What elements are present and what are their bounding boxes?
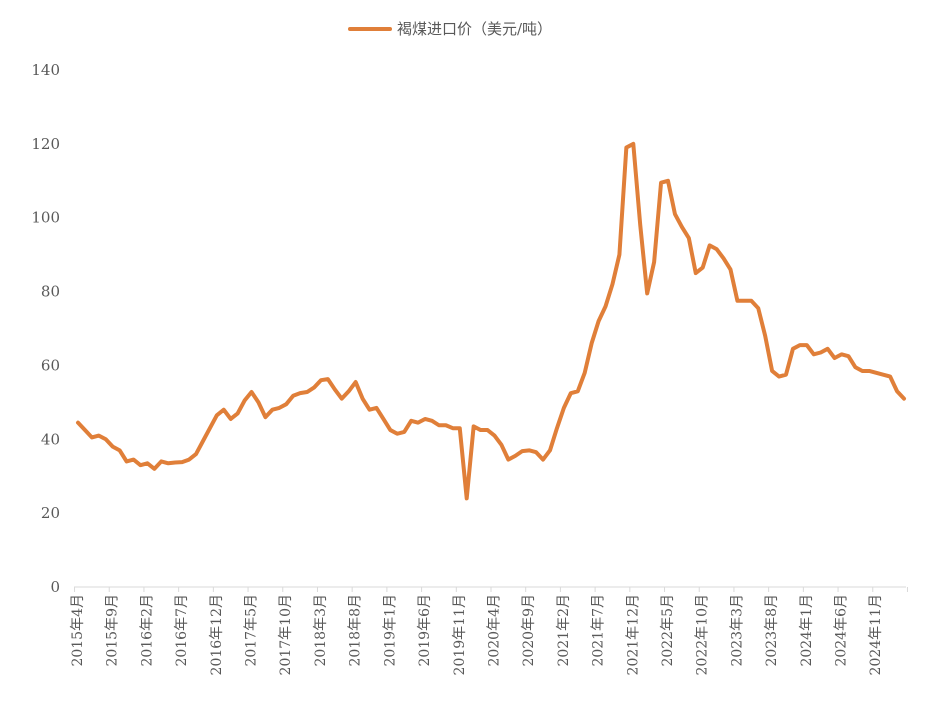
- x-tick-label: 2021年7月: [591, 594, 607, 667]
- x-tick-label: 2021年12月: [625, 594, 641, 675]
- x-tick-label: 2017年10月: [278, 594, 294, 675]
- y-tick-label: 120: [31, 135, 60, 153]
- y-tick-label: 140: [31, 61, 60, 79]
- y-tick-label: 100: [31, 209, 60, 227]
- x-tick-label: 2015年4月: [70, 594, 86, 667]
- y-tick-label: 40: [41, 430, 60, 448]
- x-tick-label: 2018年3月: [313, 594, 329, 667]
- x-tick-label: 2021年2月: [556, 594, 572, 667]
- x-tick-label: 2016年2月: [139, 594, 155, 667]
- y-axis-ticks: 0 20 40 60 80 100 120 140: [31, 61, 60, 596]
- x-tick-label: 2023年8月: [764, 594, 780, 667]
- legend-label: 褐煤进口价（美元/吨）: [397, 20, 552, 38]
- x-tick-label: 2019年1月: [382, 594, 398, 667]
- x-tick-label: 2020年4月: [486, 594, 502, 667]
- x-tick-label: 2017年5月: [244, 594, 260, 667]
- x-axis-tick-marks: [74, 587, 908, 592]
- x-tick-label: 2024年6月: [834, 594, 850, 667]
- legend: 褐煤进口价（美元/吨）: [348, 20, 552, 38]
- x-tick-label: 2022年10月: [695, 594, 711, 675]
- x-tick-label: 2016年12月: [209, 594, 225, 675]
- x-tick-label: 2024年1月: [799, 594, 815, 667]
- x-tick-label: 2019年11月: [452, 594, 468, 675]
- y-tick-label: 80: [41, 283, 60, 301]
- x-tick-label: 2020年9月: [521, 594, 537, 667]
- x-tick-label: 2019年6月: [417, 594, 433, 667]
- x-tick-label: 2018年8月: [348, 594, 364, 667]
- x-tick-label: 2023年3月: [729, 594, 745, 667]
- y-tick-label: 0: [50, 578, 60, 596]
- x-axis-tick-labels: 2015年4月 2015年9月 2016年2月 2016年7月 2016年12月 2017…: [70, 594, 884, 675]
- x-tick-label: 2016年7月: [174, 594, 190, 667]
- x-tick-label: 2024年11月: [868, 594, 884, 675]
- x-tick-label: 2022年5月: [660, 594, 676, 667]
- series-line: [76, 141, 906, 501]
- y-tick-label: 60: [41, 356, 60, 374]
- x-tick-label: 2015年9月: [105, 594, 121, 667]
- y-tick-label: 20: [41, 504, 60, 522]
